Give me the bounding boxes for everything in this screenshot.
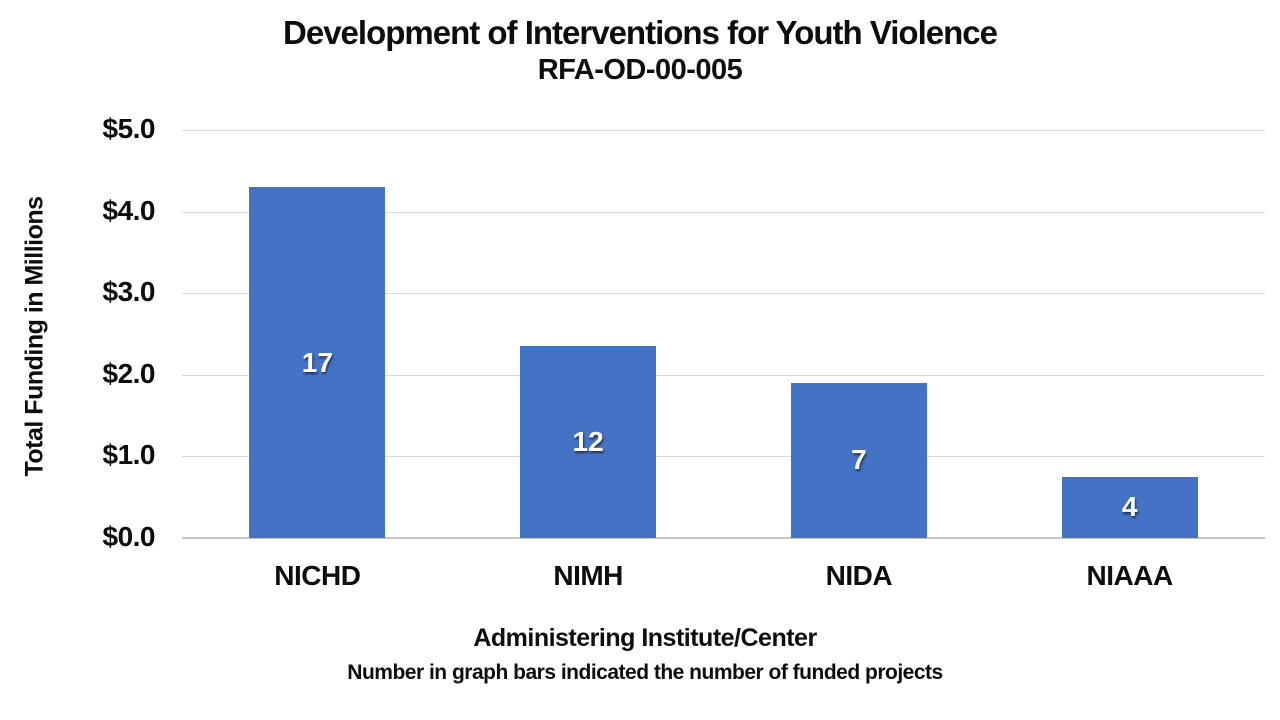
y-axis-title: Total Funding in Millions bbox=[20, 196, 49, 477]
bar-value-label: 12 bbox=[572, 426, 604, 458]
bar-niaaa: 4 bbox=[1061, 476, 1198, 538]
bar-value-label: 17 bbox=[301, 346, 333, 378]
y-tick-label: $0.0 bbox=[102, 521, 156, 552]
x-tick-label-niaaa: NIAAA bbox=[1086, 560, 1174, 591]
gridline bbox=[182, 211, 1265, 213]
y-tick-label: $2.0 bbox=[102, 357, 156, 389]
x-tick-label-nimh: NIMH bbox=[553, 560, 623, 591]
chart-footnote: Number in graph bars indicated the numbe… bbox=[347, 661, 943, 684]
gridline bbox=[182, 456, 1265, 458]
bar-nimh: 12 bbox=[520, 346, 657, 538]
y-tick-label: $5.0 bbox=[102, 113, 156, 144]
x-axis-line bbox=[182, 537, 1265, 539]
bar-value-label: 4 bbox=[1121, 491, 1138, 523]
bar-nida: 7 bbox=[790, 382, 927, 538]
gridline bbox=[182, 374, 1265, 376]
y-tick-label: $3.0 bbox=[102, 276, 156, 308]
plot-area: 17 12 7 4 bbox=[182, 130, 1265, 539]
x-tick-label-nichd: NICHD bbox=[274, 560, 361, 591]
gridline bbox=[182, 130, 1265, 131]
bar-value-label: 7 bbox=[851, 444, 867, 476]
gridline bbox=[182, 293, 1265, 295]
bar-nichd: 17 bbox=[249, 187, 386, 538]
x-tick-label-nida: NIDA bbox=[825, 560, 893, 591]
x-axis-title: Administering Institute/Center bbox=[473, 624, 817, 652]
chart-title-block: Development of Interventions for Youth V… bbox=[0, 12, 1280, 88]
y-tick-label: $1.0 bbox=[102, 439, 156, 471]
chart-subtitle: RFA-OD-00-005 bbox=[537, 54, 743, 87]
chart-title: Development of Interventions for Youth V… bbox=[283, 14, 998, 51]
y-tick-label: $4.0 bbox=[102, 194, 156, 226]
